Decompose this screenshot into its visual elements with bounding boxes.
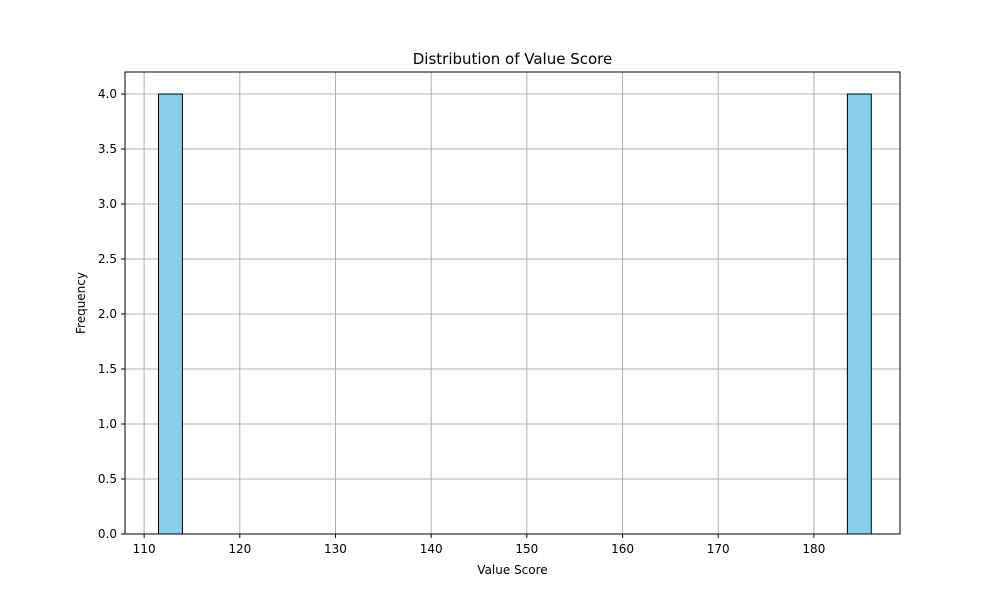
x-axis-title: Value Score xyxy=(477,563,547,577)
grid-layer xyxy=(125,72,900,535)
y-tick-label: 2.0 xyxy=(98,307,117,321)
y-axis-ticks: 0.0 0.5 1.0 1.5 2.0 2.5 3.0 3.5 4.0 xyxy=(98,87,125,541)
x-tick-label: 120 xyxy=(228,542,251,556)
y-axis-title: Frequency xyxy=(74,272,88,334)
plot-frame xyxy=(124,71,901,535)
x-tick-label: 130 xyxy=(324,542,347,556)
y-tick-label: 1.0 xyxy=(98,417,117,431)
x-tick-label: 160 xyxy=(611,542,634,556)
histogram-bar xyxy=(157,93,183,535)
x-tick-label: 180 xyxy=(802,542,825,556)
y-tick-label: 0.0 xyxy=(98,527,117,541)
y-tick-label: 2.5 xyxy=(98,252,117,266)
y-tick-label: 3.5 xyxy=(98,142,117,156)
x-tick-label: 140 xyxy=(420,542,443,556)
y-tick-label: 0.5 xyxy=(98,472,117,486)
x-axis-ticks: 110 120 130 140 150 160 170 180 xyxy=(133,534,825,556)
histogram-bar xyxy=(846,93,872,535)
x-tick-label: 150 xyxy=(515,542,538,556)
y-tick-label: 3.0 xyxy=(98,197,117,211)
x-tick-label: 110 xyxy=(133,542,156,556)
x-tick-label: 170 xyxy=(707,542,730,556)
chart-title: Distribution of Value Score xyxy=(413,50,612,68)
y-tick-label: 1.5 xyxy=(98,362,117,376)
y-tick-label: 4.0 xyxy=(98,87,117,101)
